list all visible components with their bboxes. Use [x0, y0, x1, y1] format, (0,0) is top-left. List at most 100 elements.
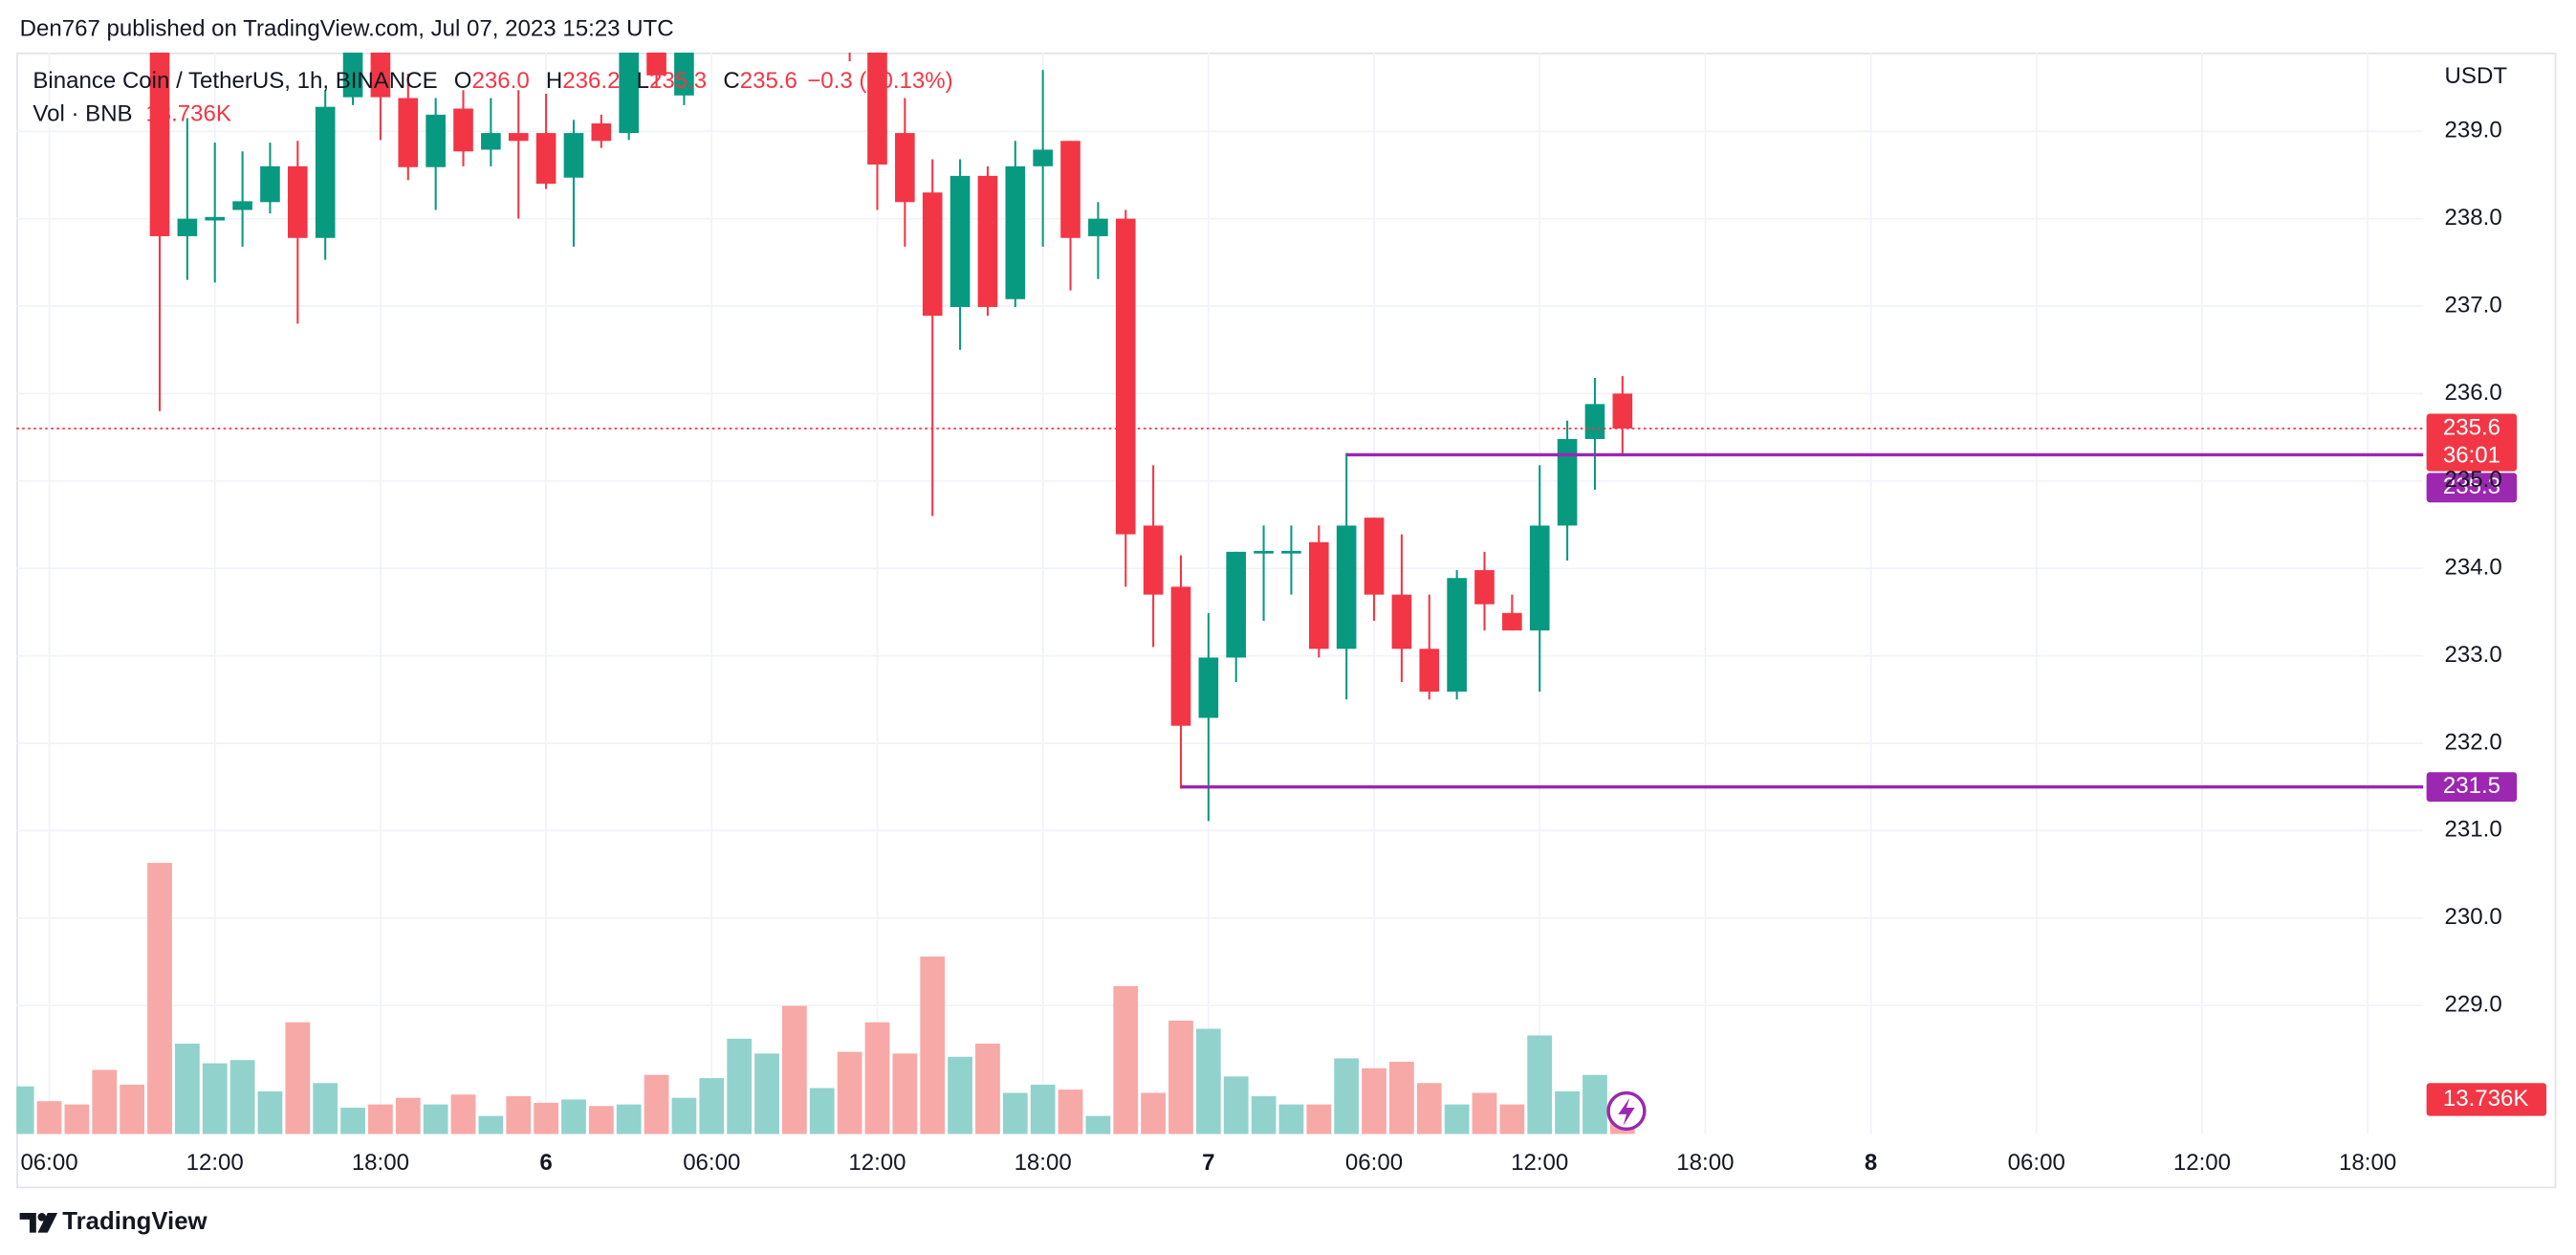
candle-body — [1419, 649, 1440, 693]
volume-bar — [1223, 1076, 1249, 1134]
volume-bar — [1168, 1020, 1193, 1134]
candle-body — [1281, 550, 1301, 554]
volume-pane — [16, 863, 1635, 1134]
volume-bar — [478, 1115, 504, 1134]
icon-bolt[interactable] — [1618, 1097, 1635, 1126]
volume-bar — [340, 1108, 365, 1134]
candle-body — [149, 53, 170, 236]
candle-body — [1391, 594, 1412, 650]
candle-body — [1336, 525, 1357, 650]
volume-bar — [948, 1056, 972, 1134]
volume-name: Vol · BNB — [33, 101, 132, 127]
legend-value: 235.3 — [649, 68, 707, 94]
volume-bar — [781, 1005, 807, 1134]
candle-body — [260, 165, 280, 203]
volume-bar — [395, 1097, 421, 1134]
candle-body — [591, 123, 612, 142]
volume-bar — [368, 1104, 393, 1134]
volume-bar — [1002, 1092, 1028, 1134]
volume-bar — [864, 1022, 890, 1134]
y-tick-label: 229.0 — [2445, 992, 2502, 1018]
volume-bar — [1334, 1058, 1360, 1134]
volume-bar — [837, 1051, 862, 1134]
x-tick-label: 6 — [539, 1150, 552, 1176]
brand: TradingView — [62, 1208, 207, 1235]
candle-body — [1502, 612, 1522, 631]
last-price-box — [2426, 413, 2518, 472]
last-price-label: 235.6 — [2443, 414, 2500, 440]
candle-body — [1474, 570, 1495, 605]
volume-bar — [202, 1063, 228, 1134]
volume-box — [2426, 1083, 2547, 1116]
candle-body — [342, 53, 363, 98]
candle-body — [1198, 657, 1219, 718]
candle-body — [481, 133, 501, 150]
candle-body — [1226, 551, 1247, 658]
volume-bar — [450, 1094, 476, 1134]
logo-part — [37, 1212, 58, 1233]
volume-bar — [1444, 1104, 1470, 1134]
overlays: 235.6 36:01 235.3 231.5 13.736K — [16, 413, 2547, 1116]
volume-bar — [36, 1101, 62, 1134]
volume-bar — [174, 1044, 200, 1134]
volume-bar — [313, 1083, 338, 1134]
candle-body — [977, 175, 998, 307]
legend-key: H — [546, 68, 562, 94]
candle-body — [1364, 517, 1385, 595]
volume-bar — [1306, 1104, 1332, 1134]
legend-value: 236.2 — [562, 68, 620, 94]
candle-body — [1447, 578, 1467, 693]
x-tick-label: 7 — [1202, 1150, 1214, 1176]
candle-body — [1612, 393, 1633, 429]
legend-value: 236.0 — [472, 68, 530, 94]
y-tick-label: 236.0 — [2445, 380, 2502, 406]
volume-bar — [147, 863, 172, 1134]
candle-body — [1557, 438, 1578, 526]
volume-bar — [16, 1086, 34, 1134]
volume-bar — [120, 1084, 145, 1134]
volume-bar — [1085, 1115, 1111, 1134]
candle-body — [177, 218, 198, 236]
candle-body — [1033, 149, 1053, 166]
candle-body — [205, 216, 226, 221]
candle-body — [1529, 525, 1550, 631]
x-tick-label: 18:00 — [2339, 1150, 2396, 1176]
header: Den767 published on TradingView.com, Jul… — [20, 15, 674, 41]
volume-bar — [809, 1088, 835, 1134]
candle-body — [1115, 218, 1136, 535]
x-tick-label: 12:00 — [848, 1150, 906, 1176]
level-label: 231.5 — [2443, 773, 2500, 799]
candle-body — [232, 201, 252, 210]
volume-bar — [257, 1090, 283, 1134]
x-tick-label: 18:00 — [352, 1150, 409, 1176]
candle-body — [1143, 525, 1164, 595]
volume-bar — [1416, 1083, 1442, 1134]
logo-part — [19, 1212, 36, 1233]
volume-bar — [1362, 1068, 1386, 1134]
volume-legend: Vol · BNB 13.736K — [33, 101, 231, 127]
volume-bar — [920, 956, 946, 1134]
volume-bar — [975, 1044, 1000, 1134]
volume-bar — [892, 1053, 918, 1134]
volume-bar — [699, 1078, 725, 1134]
volume-axis-label: 13.736K — [2443, 1086, 2529, 1112]
level-box — [2426, 473, 2518, 503]
candle-body — [619, 53, 640, 134]
logo-part — [37, 1212, 47, 1222]
volume-bar — [644, 1074, 669, 1134]
x-tick-label: 06:00 — [2008, 1150, 2065, 1176]
x-tick-label: 06:00 — [1345, 1150, 1403, 1176]
y-tick-label: 231.0 — [2445, 817, 2502, 843]
candle-body — [1584, 404, 1605, 439]
candle-body — [315, 106, 336, 238]
candle-body — [563, 133, 584, 178]
lightning-icon[interactable] — [1606, 1090, 1647, 1132]
candle-body — [426, 114, 446, 167]
candle-body — [1005, 165, 1026, 299]
x-tick-label: 8 — [1865, 1150, 1877, 1176]
candle-body — [508, 133, 529, 142]
volume-bar — [229, 1060, 255, 1134]
candle-body — [1254, 550, 1274, 554]
